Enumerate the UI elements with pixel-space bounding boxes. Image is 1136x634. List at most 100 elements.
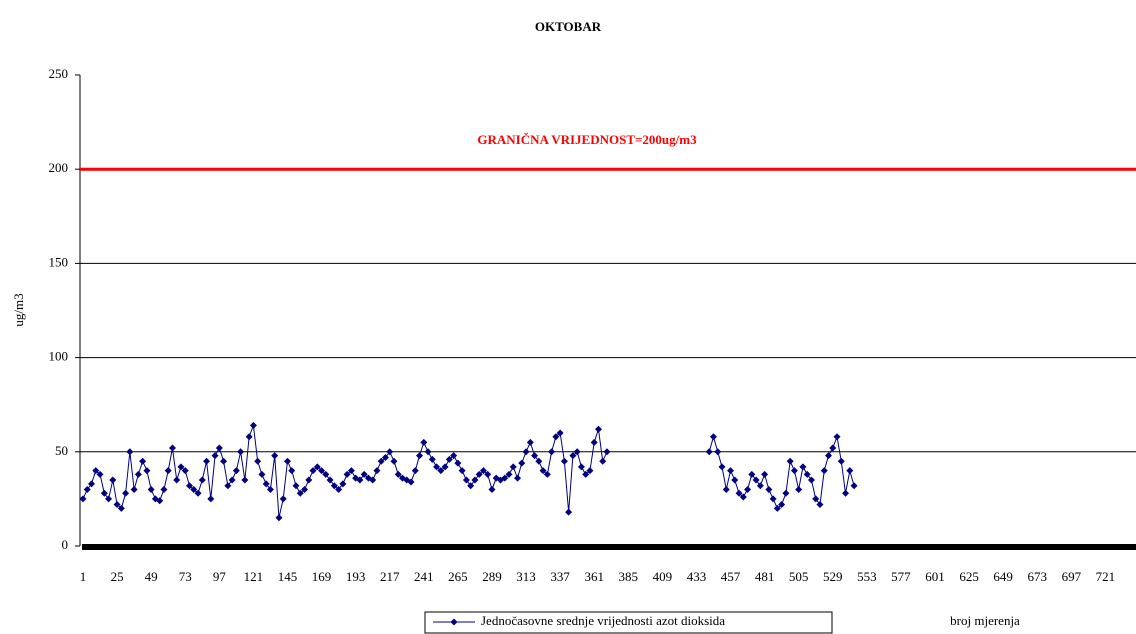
x-tick-label: 289	[482, 569, 502, 584]
data-point	[411, 467, 419, 475]
data-point	[318, 467, 326, 475]
data-point	[454, 459, 462, 467]
data-point	[117, 504, 125, 512]
data-point	[437, 467, 445, 475]
data-point	[211, 452, 219, 460]
threshold-label: GRANIČNA VRIJEDNOST=200ug/m3	[477, 132, 697, 147]
x-tick-label: 241	[414, 569, 434, 584]
data-point	[275, 514, 283, 522]
data-point	[143, 467, 151, 475]
x-tick-label: 313	[516, 569, 536, 584]
data-point	[714, 448, 722, 456]
x-tick-label: 577	[891, 569, 911, 584]
data-point	[228, 476, 236, 484]
data-point	[573, 448, 581, 456]
legend-marker	[450, 618, 458, 626]
data-point	[599, 457, 607, 465]
data-point	[105, 495, 113, 503]
data-point	[249, 421, 257, 429]
data-point	[501, 474, 509, 482]
x-tick-label: 649	[993, 569, 1013, 584]
data-point	[722, 485, 730, 493]
data-point	[445, 455, 453, 463]
x-tick-label: 721	[1096, 569, 1116, 584]
data-point	[462, 476, 470, 484]
y-tick-label: 250	[49, 66, 69, 81]
x-tick-label: 49	[145, 569, 158, 584]
data-point	[603, 448, 611, 456]
chart-title: OKTOBAR	[535, 19, 602, 34]
data-point	[109, 476, 117, 484]
data-point	[190, 485, 198, 493]
data-point	[577, 463, 585, 471]
data-point	[735, 489, 743, 497]
data-point	[96, 470, 104, 478]
data-point	[748, 470, 756, 478]
y-tick-label: 100	[49, 349, 69, 364]
data-point	[381, 453, 389, 461]
data-point	[420, 438, 428, 446]
data-point	[471, 476, 479, 484]
data-point	[539, 467, 547, 475]
data-point	[450, 452, 458, 460]
data-point	[139, 457, 147, 465]
data-point	[769, 495, 777, 503]
data-point	[850, 482, 858, 490]
y-tick-label: 0	[62, 537, 69, 552]
data-point	[266, 485, 274, 493]
x-tick-label: 409	[653, 569, 673, 584]
data-point	[484, 470, 492, 478]
x-axis-label: broj mjerenja	[950, 613, 1020, 628]
data-point	[518, 459, 526, 467]
data-point	[126, 448, 134, 456]
data-point	[335, 485, 343, 493]
data-point	[164, 467, 172, 475]
data-point	[237, 448, 245, 456]
data-point	[479, 467, 487, 475]
data-point	[122, 489, 130, 497]
data-point	[535, 457, 543, 465]
data-point	[531, 452, 539, 460]
data-point	[88, 480, 96, 488]
data-point	[245, 433, 253, 441]
data-point	[590, 438, 598, 446]
data-point	[833, 433, 841, 441]
data-point	[207, 495, 215, 503]
x-tick-label: 433	[687, 569, 707, 584]
x-tick-label: 217	[380, 569, 400, 584]
data-point	[543, 470, 551, 478]
data-point	[309, 467, 317, 475]
x-tick-label: 625	[959, 569, 979, 584]
data-point	[288, 467, 296, 475]
data-point	[326, 476, 334, 484]
data-point	[343, 470, 351, 478]
x-tick-label: 673	[1027, 569, 1047, 584]
data-point	[582, 470, 590, 478]
data-point	[467, 482, 475, 490]
data-point	[224, 482, 232, 490]
data-point	[394, 470, 402, 478]
data-point	[390, 457, 398, 465]
data-point	[829, 444, 837, 452]
data-point	[79, 495, 87, 503]
data-point	[569, 452, 577, 460]
data-point	[556, 429, 564, 437]
data-point	[160, 485, 168, 493]
data-point	[744, 485, 752, 493]
data-point	[347, 467, 355, 475]
data-point	[505, 470, 513, 478]
x-tick-label: 169	[312, 569, 332, 584]
data-point	[100, 489, 108, 497]
data-point	[458, 467, 466, 475]
data-point	[232, 467, 240, 475]
data-point	[705, 448, 713, 456]
data-point	[92, 467, 100, 475]
data-point	[820, 467, 828, 475]
x-tick-label: 481	[755, 569, 775, 584]
data-point	[283, 457, 291, 465]
data-point	[739, 493, 747, 501]
series-line	[82, 425, 855, 518]
data-point	[83, 485, 91, 493]
data-point	[765, 485, 773, 493]
